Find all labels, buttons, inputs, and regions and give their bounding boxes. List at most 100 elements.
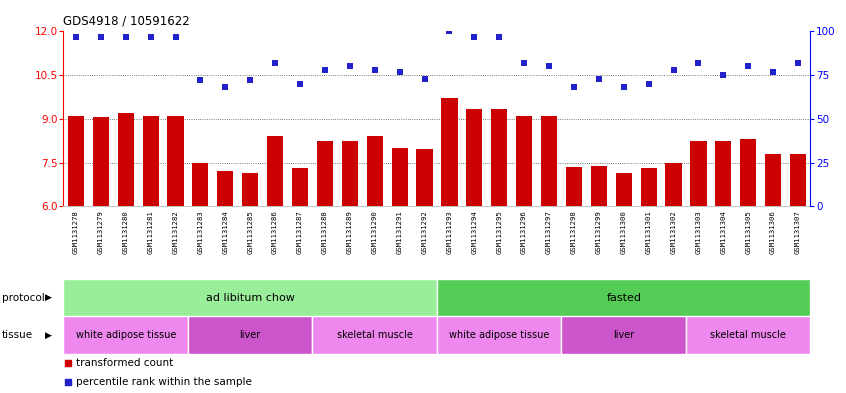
Point xyxy=(617,84,630,90)
Point xyxy=(144,33,157,40)
Text: GSM1131301: GSM1131301 xyxy=(645,210,651,254)
Text: GSM1131281: GSM1131281 xyxy=(147,210,154,254)
Point xyxy=(717,72,730,78)
Bar xyxy=(466,109,482,206)
Point xyxy=(61,360,74,366)
Bar xyxy=(790,154,806,206)
Text: GSM1131292: GSM1131292 xyxy=(421,210,427,254)
Point xyxy=(368,67,382,73)
Bar xyxy=(168,116,184,206)
Bar xyxy=(686,316,810,354)
Point xyxy=(343,63,356,70)
Text: GSM1131306: GSM1131306 xyxy=(770,210,776,254)
Bar xyxy=(640,169,656,206)
Text: GSM1131305: GSM1131305 xyxy=(745,210,751,254)
Point xyxy=(94,33,107,40)
Text: GSM1131303: GSM1131303 xyxy=(695,210,701,254)
Text: ad libitum chow: ad libitum chow xyxy=(206,293,294,303)
Bar xyxy=(416,149,432,206)
Text: GSM1131307: GSM1131307 xyxy=(795,210,801,254)
Text: liver: liver xyxy=(613,330,634,340)
Text: GSM1131279: GSM1131279 xyxy=(98,210,104,254)
Bar xyxy=(242,173,258,206)
Text: liver: liver xyxy=(239,330,261,340)
Bar xyxy=(442,99,458,206)
Point xyxy=(442,28,456,35)
Bar xyxy=(591,165,607,206)
Bar xyxy=(142,116,159,206)
Point xyxy=(168,33,182,40)
Bar xyxy=(118,113,134,206)
Bar xyxy=(392,148,408,206)
Text: GSM1131293: GSM1131293 xyxy=(447,210,453,254)
Text: GSM1131298: GSM1131298 xyxy=(571,210,577,254)
Text: GSM1131284: GSM1131284 xyxy=(222,210,228,254)
Text: GSM1131296: GSM1131296 xyxy=(521,210,527,254)
Text: GSM1131286: GSM1131286 xyxy=(272,210,278,254)
Bar xyxy=(541,116,558,206)
Point xyxy=(318,67,332,73)
Point xyxy=(492,33,506,40)
Text: protocol: protocol xyxy=(2,293,45,303)
Point xyxy=(268,60,282,66)
Point xyxy=(667,67,680,73)
Text: GSM1131299: GSM1131299 xyxy=(596,210,602,254)
Bar xyxy=(516,116,532,206)
Bar xyxy=(316,141,333,206)
Text: tissue: tissue xyxy=(2,330,33,340)
Text: GSM1131291: GSM1131291 xyxy=(397,210,403,254)
Bar xyxy=(192,163,208,206)
Point xyxy=(542,63,556,70)
Bar xyxy=(292,169,308,206)
Point xyxy=(766,68,780,75)
Text: GSM1131285: GSM1131285 xyxy=(247,210,253,254)
Bar xyxy=(666,163,682,206)
Text: ▶: ▶ xyxy=(45,331,52,340)
Bar xyxy=(342,141,358,206)
Point xyxy=(518,60,531,66)
Text: GSM1131297: GSM1131297 xyxy=(546,210,552,254)
Point xyxy=(642,81,656,87)
Text: GSM1131294: GSM1131294 xyxy=(471,210,477,254)
Text: GSM1131288: GSM1131288 xyxy=(322,210,328,254)
Bar xyxy=(437,316,562,354)
Bar xyxy=(267,136,283,206)
Point xyxy=(393,68,406,75)
Bar xyxy=(93,118,109,206)
Text: GSM1131302: GSM1131302 xyxy=(671,210,677,254)
Text: skeletal muscle: skeletal muscle xyxy=(711,330,786,340)
Bar xyxy=(690,141,706,206)
Bar xyxy=(68,116,84,206)
Point xyxy=(244,77,257,84)
Text: ▶: ▶ xyxy=(45,293,52,302)
Point xyxy=(791,60,805,66)
Text: GSM1131280: GSM1131280 xyxy=(123,210,129,254)
Bar xyxy=(217,171,233,206)
Text: GSM1131289: GSM1131289 xyxy=(347,210,353,254)
Text: transformed count: transformed count xyxy=(76,358,173,368)
Bar xyxy=(616,173,632,206)
Bar xyxy=(765,154,781,206)
Bar xyxy=(312,316,437,354)
Bar xyxy=(715,141,732,206)
Text: GSM1131278: GSM1131278 xyxy=(73,210,79,254)
Text: GSM1131282: GSM1131282 xyxy=(173,210,179,254)
Point xyxy=(567,84,580,90)
Point xyxy=(218,84,232,90)
Point xyxy=(418,75,431,82)
Bar xyxy=(566,167,582,206)
Bar xyxy=(562,316,686,354)
Text: GSM1131283: GSM1131283 xyxy=(197,210,203,254)
Point xyxy=(741,63,755,70)
Text: white adipose tissue: white adipose tissue xyxy=(75,330,176,340)
Text: GSM1131290: GSM1131290 xyxy=(371,210,377,254)
Text: percentile rank within the sample: percentile rank within the sample xyxy=(76,377,251,387)
Bar xyxy=(188,316,312,354)
Point xyxy=(592,75,606,82)
Bar xyxy=(63,316,188,354)
Bar xyxy=(366,136,382,206)
Bar xyxy=(63,279,437,316)
Text: GDS4918 / 10591622: GDS4918 / 10591622 xyxy=(63,15,190,28)
Point xyxy=(61,378,74,385)
Bar xyxy=(437,279,810,316)
